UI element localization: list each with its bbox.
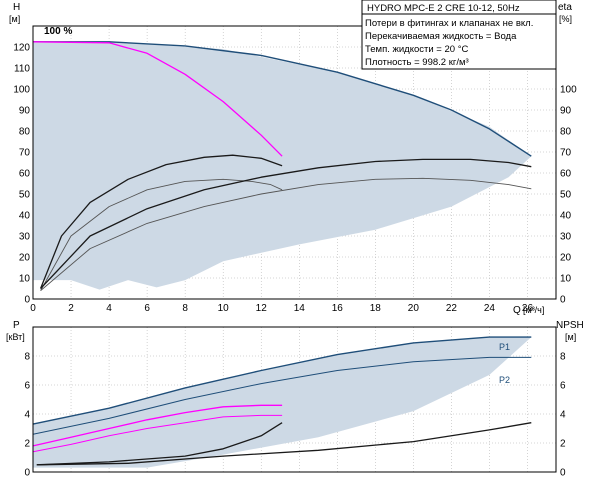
y-right-tick-label: 0	[560, 295, 566, 306]
y-tick-label: 0	[24, 295, 30, 306]
y-right-tick-label: 6	[560, 381, 566, 392]
eta-ylabel-unit: [%]	[559, 14, 572, 24]
x-tick-label: 20	[408, 303, 420, 314]
head-curve	[33, 41, 532, 157]
x-tick-label: 26	[522, 303, 534, 314]
info-box-line: Темп. жидкости = 20 °C	[365, 44, 468, 55]
x-tick-label: 4	[106, 303, 112, 314]
y-right-tick-label: 70	[560, 148, 572, 159]
p2-single-curve	[32, 414, 283, 453]
head-tick-labels: 0 2 4 6 8 10 12 14 16 18 20 22 24 2601020304050607080…	[13, 43, 577, 315]
power-series	[32, 336, 532, 468]
info-box-title: HYDRO MPC-E 2 CRE 10-12, 50Hz	[367, 3, 520, 14]
y-right-tick-label: 80	[560, 127, 572, 138]
head-ylabel: H	[13, 2, 20, 13]
npsh-curve	[36, 422, 283, 466]
y-right-tick-label: 8	[560, 352, 566, 363]
power-tick-labels: 0 2 4 6 8 0 2 4 6 8	[24, 352, 566, 479]
flow-xlabel: Q	[513, 305, 521, 316]
p1-series-label: P1	[499, 342, 510, 352]
x-tick-label: 12	[256, 303, 268, 314]
operating-area	[33, 41, 532, 290]
info-box-line: Плотность = 998.2 кг/м³	[365, 57, 469, 68]
x-tick-label: 6	[144, 303, 150, 314]
info-box-line: Потери в фитингах и клапанах не вкл.	[365, 18, 533, 29]
efficiency-curve	[40, 158, 532, 289]
flow-xlabel-unit: [м³/ч]	[523, 305, 544, 315]
p1-curve	[32, 336, 532, 425]
power-ylabel-unit: [кВт]	[6, 332, 25, 342]
x-tick-label: 18	[370, 303, 382, 314]
x-tick-label: 0	[30, 303, 36, 314]
head-series	[32, 41, 532, 291]
power-plot-frame	[32, 326, 557, 473]
y-tick-label: 60	[19, 169, 31, 180]
y-right-tick-label: 100	[560, 85, 577, 96]
y-right-tick-label: 40	[560, 211, 572, 222]
y-tick-label: 50	[19, 190, 31, 201]
y-tick-label: 40	[19, 211, 31, 222]
y-tick-label: 90	[19, 106, 31, 117]
y-tick-label: 8	[24, 352, 30, 363]
x-tick-label: 2	[68, 303, 74, 314]
y-tick-label: 4	[24, 410, 30, 421]
y-right-tick-label: 10	[560, 274, 572, 285]
y-right-tick-label: 30	[560, 232, 572, 243]
y-tick-label: 100	[13, 85, 30, 96]
head-ylabel-unit: [м]	[9, 14, 20, 24]
npsh-curve	[36, 422, 532, 466]
y-tick-label: 70	[19, 148, 31, 159]
percent-100-label: 100 %	[44, 26, 72, 37]
y-right-tick-label: 2	[560, 439, 566, 450]
head-single-curve	[32, 41, 283, 157]
x-tick-label: 14	[294, 303, 306, 314]
efficiency-curve	[40, 177, 532, 291]
y-tick-label: 80	[19, 127, 31, 138]
y-tick-label: 6	[24, 381, 30, 392]
efficiency-curve	[40, 178, 283, 291]
y-tick-label: 30	[19, 232, 31, 243]
y-right-tick-label: 50	[560, 190, 572, 201]
y-tick-label: 2	[24, 439, 30, 450]
y-tick-label: 0	[24, 468, 30, 479]
head-plot-frame	[32, 25, 557, 300]
p2-series-label: P2	[499, 375, 510, 385]
x-tick-label: 10	[218, 303, 230, 314]
y-right-tick-label: 20	[560, 253, 572, 264]
x-tick-label: 8	[182, 303, 188, 314]
p1-single-curve	[32, 404, 283, 447]
eta-ylabel: eta	[558, 2, 572, 13]
npsh-ylabel: NPSH	[556, 320, 584, 331]
y-tick-label: 110	[14, 64, 30, 75]
x-tick-label: 16	[332, 303, 344, 314]
y-right-tick-label: 60	[560, 169, 572, 180]
x-tick-label: 24	[484, 303, 496, 314]
power-ylabel: P	[13, 320, 20, 331]
operating-area	[33, 337, 532, 468]
x-tick-label: 22	[446, 303, 458, 314]
info-box-border	[361, 0, 557, 70]
efficiency-curve	[39, 154, 283, 289]
y-tick-label: 120	[13, 43, 30, 54]
info-box-line: Перекачиваемая жидкость = Вода	[365, 31, 517, 42]
npsh-ylabel-unit: [м]	[565, 332, 576, 342]
y-tick-label: 20	[19, 253, 31, 264]
info-box: HYDRO MPC-E 2 CRE 10-12, 50Hz Потери в ф…	[361, 0, 557, 70]
y-tick-label: 10	[19, 274, 31, 285]
p2-curve	[32, 356, 532, 435]
y-right-tick-label: 4	[560, 410, 566, 421]
y-right-tick-label: 0	[560, 468, 566, 479]
y-right-tick-label: 90	[560, 106, 572, 117]
